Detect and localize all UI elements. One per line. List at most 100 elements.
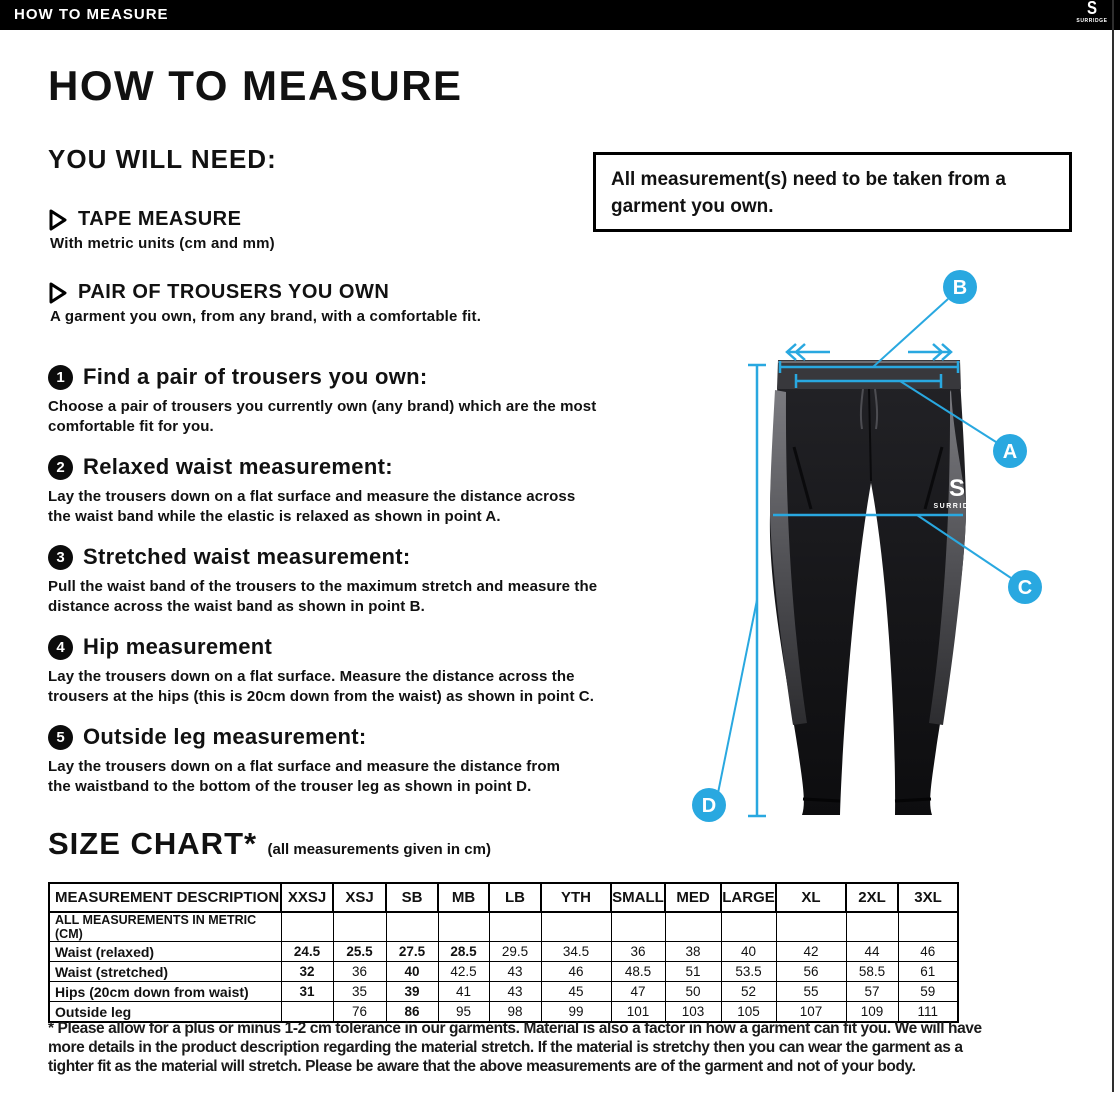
table-cell: 31 bbox=[280, 981, 334, 1002]
metric-cell bbox=[280, 911, 334, 942]
row-label: Waist (relaxed) bbox=[48, 941, 282, 962]
metric-cell bbox=[332, 911, 387, 942]
metric-cell bbox=[775, 911, 847, 942]
table-cell: 76 bbox=[332, 1001, 387, 1023]
table-cell: 51 bbox=[664, 961, 722, 982]
callout-label-d: D bbox=[702, 795, 716, 817]
column-header: LARGE bbox=[720, 882, 777, 913]
table-cell: 24.5 bbox=[280, 941, 334, 962]
callout-label-b: B bbox=[953, 277, 967, 299]
step-title: Stretched waist measurement: bbox=[83, 544, 411, 569]
table-cell: 46 bbox=[897, 941, 959, 962]
metric-cell: ALL MEASUREMENTS IN METRIC (CM) bbox=[48, 911, 282, 942]
column-header: YTH bbox=[540, 882, 612, 913]
table-cell: 103 bbox=[664, 1001, 722, 1023]
step-title: Outside leg measurement: bbox=[83, 724, 367, 749]
table-cell: 52 bbox=[720, 981, 777, 1002]
triangle-bullet-icon bbox=[49, 282, 67, 303]
table-cell: 99 bbox=[540, 1001, 612, 1023]
step-title: Relaxed waist measurement: bbox=[83, 454, 393, 479]
column-header: SMALL bbox=[610, 882, 666, 913]
table-cell: 50 bbox=[664, 981, 722, 1002]
table-cell: 36 bbox=[610, 941, 666, 962]
top-bar-title: HOW TO MEASURE bbox=[14, 6, 169, 23]
table-cell: 98 bbox=[488, 1001, 542, 1023]
callout-label-c: C bbox=[1018, 577, 1032, 599]
table-row: Waist (relaxed) 24.5 25.5 27.5 28.5 29.5 34.5 3… bbox=[48, 941, 959, 962]
metric-cell bbox=[437, 911, 490, 942]
step-body: Lay the trousers down on a flat surface.… bbox=[48, 668, 595, 706]
table-cell: 109 bbox=[845, 1001, 899, 1023]
table-cell: 44 bbox=[845, 941, 899, 962]
table-cell: 57 bbox=[845, 981, 899, 1002]
column-header: LB bbox=[488, 882, 542, 913]
you-will-need-heading: YOU WILL NEED: bbox=[48, 144, 277, 174]
leader-d bbox=[717, 599, 758, 794]
step-number-badge: 3 bbox=[48, 544, 73, 570]
table-cell: 55 bbox=[775, 981, 847, 1002]
need-item-trousers: PAIR OF TROUSERS YOU OWN A garment you o… bbox=[48, 281, 481, 325]
column-header: MB bbox=[437, 882, 490, 913]
step-title: Find a pair of trousers you own: bbox=[83, 364, 428, 389]
leader-a bbox=[899, 380, 997, 443]
table-cell: 29.5 bbox=[488, 941, 542, 962]
step-number-badge: 5 bbox=[48, 724, 73, 750]
row-label: Outside leg bbox=[48, 1001, 282, 1023]
brand-name: SURRIDGE bbox=[1076, 18, 1108, 24]
table-cell: 45 bbox=[540, 981, 612, 1002]
column-header: MEASUREMENT DESCRIPTION bbox=[48, 882, 282, 913]
table-cell: 101 bbox=[610, 1001, 666, 1023]
stretch-arrow-right bbox=[908, 343, 953, 361]
trousers-image: S SURRIDGE bbox=[769, 360, 983, 815]
step-5: 5 Outside leg measurement: Lay the trous… bbox=[48, 724, 658, 798]
table-row: Hips (20cm down from waist) 31 35 39 41 43 45 4… bbox=[48, 981, 959, 1002]
table-cell: 105 bbox=[720, 1001, 777, 1023]
table-cell: 42 bbox=[775, 941, 847, 962]
metric-cell bbox=[897, 911, 959, 942]
table-cell: 58.5 bbox=[845, 961, 899, 982]
column-header: MED bbox=[664, 882, 722, 913]
step-title: Hip measurement bbox=[83, 634, 273, 659]
need-item-label: PAIR OF TROUSERS YOU OWN bbox=[78, 281, 390, 303]
table-cell: 53.5 bbox=[720, 961, 777, 982]
column-header: XSJ bbox=[332, 882, 387, 913]
relaxed-waist-line bbox=[794, 374, 943, 388]
callout-label-a: A bbox=[1003, 441, 1017, 463]
row-label: Hips (20cm down from waist) bbox=[48, 981, 282, 1002]
table-cell: 47 bbox=[610, 981, 666, 1002]
table-cell: 43 bbox=[488, 981, 542, 1002]
top-bar: HOW TO MEASURE S SURRIDGE bbox=[0, 0, 1120, 30]
table-cell: 25.5 bbox=[332, 941, 387, 962]
size-chart-title: SIZE CHART* bbox=[48, 826, 258, 861]
need-item-label: TAPE MEASURE bbox=[78, 208, 242, 230]
step-number-badge: 1 bbox=[48, 364, 73, 390]
metric-cell bbox=[540, 911, 612, 942]
table-cell: 43 bbox=[488, 961, 542, 982]
metric-cell bbox=[488, 911, 542, 942]
table-cell: 28.5 bbox=[437, 941, 490, 962]
trousers-figure: S SURRIDGE A B bbox=[692, 270, 1042, 822]
table-cell: 107 bbox=[775, 1001, 847, 1023]
step-2: 2 Relaxed waist measurement: Lay the tro… bbox=[48, 454, 658, 528]
table-cell: 35 bbox=[332, 981, 387, 1002]
row-label: Waist (stretched) bbox=[48, 961, 282, 982]
column-header: 3XL bbox=[897, 882, 959, 913]
step-4: 4 Hip measurement Lay the trousers down … bbox=[48, 634, 658, 708]
table-cell: 56 bbox=[775, 961, 847, 982]
callout-circle-c bbox=[1008, 570, 1042, 604]
table-cell bbox=[280, 1001, 334, 1023]
leader-b bbox=[872, 298, 949, 368]
size-chart-heading: SIZE CHART* (all measurements given in c… bbox=[48, 826, 491, 862]
metric-cell bbox=[845, 911, 899, 942]
step-number-badge: 4 bbox=[48, 634, 73, 660]
step-body: Choose a pair of trousers you currently … bbox=[48, 398, 597, 436]
metric-cell bbox=[664, 911, 722, 942]
size-chart-header-row: MEASUREMENT DESCRIPTION XXSJ XSJ SB MB LB YTH S… bbox=[48, 882, 959, 913]
need-item-desc: A garment you own, from any brand, with … bbox=[50, 308, 482, 325]
surridge-s-icon: S bbox=[1086, 0, 1097, 19]
leader-c bbox=[916, 514, 1012, 579]
table-cell: 38 bbox=[664, 941, 722, 962]
table-cell: 95 bbox=[437, 1001, 490, 1023]
triangle-bullet-icon bbox=[49, 209, 67, 230]
trousers-brand-text: SURRIDGE bbox=[934, 503, 983, 510]
